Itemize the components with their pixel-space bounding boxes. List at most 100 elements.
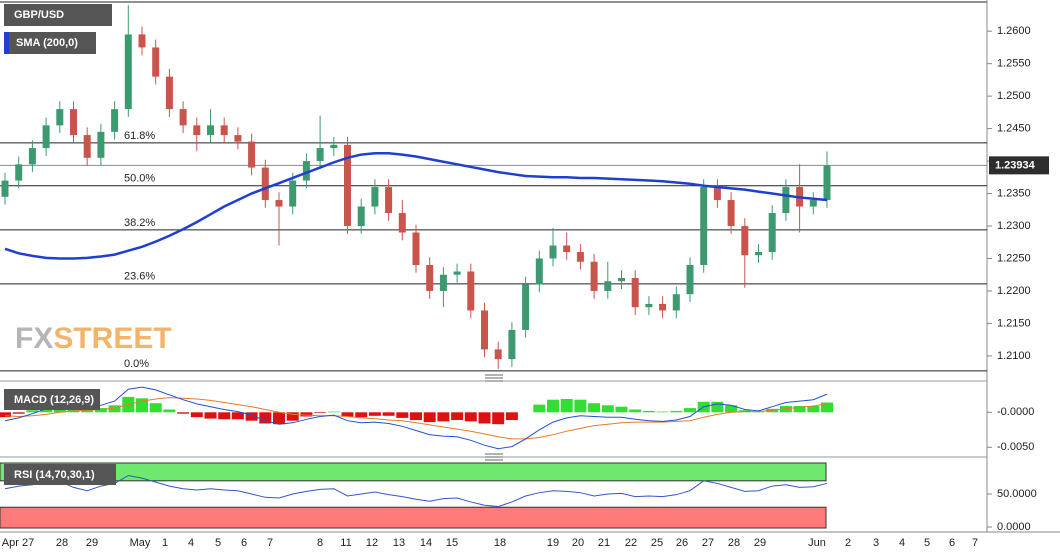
- histogram-bar: [670, 410, 683, 413]
- candle-body: [179, 109, 187, 126]
- x-tick-label: 26: [676, 537, 688, 549]
- histogram-bar: [588, 403, 601, 413]
- candle-body: [782, 187, 790, 214]
- rsi-box[interactable]: [4, 464, 116, 485]
- x-tick-label: 14: [420, 537, 432, 549]
- histogram-bar: [656, 411, 669, 413]
- candle-body: [823, 165, 831, 201]
- macd-box[interactable]: [4, 389, 100, 410]
- x-tick-label: 3: [873, 537, 879, 549]
- candle-body: [344, 144, 351, 227]
- candle-body: [508, 329, 516, 360]
- histogram-bar: [642, 410, 655, 413]
- candle-body: [1, 180, 9, 197]
- histogram-bar: [245, 412, 258, 421]
- x-tick-label: Apr 27: [2, 537, 34, 549]
- x-tick-label: 5: [924, 537, 930, 549]
- histogram-bar: [382, 412, 395, 416]
- x-tick-label: 13: [393, 537, 405, 549]
- candle-body: [809, 200, 817, 207]
- candle-body: [261, 167, 269, 201]
- histogram-bar: [149, 403, 162, 413]
- candle-body: [275, 200, 283, 207]
- y-tick-label: 1.2550: [997, 58, 1031, 70]
- histogram-bar: [231, 412, 244, 420]
- sma-label: SMA (200,0): [16, 37, 78, 49]
- rsi-line: [4, 474, 828, 508]
- candle-body: [165, 76, 173, 110]
- candle-body: [426, 264, 434, 291]
- candle-body: [234, 135, 242, 142]
- histogram-bar: [163, 409, 176, 413]
- macd-label: MACD (12,26,9): [14, 394, 94, 406]
- candle-body: [590, 261, 598, 291]
- x-tick-label: 21: [598, 537, 610, 549]
- histogram-bar: [177, 412, 190, 414]
- histogram-bar: [355, 412, 368, 418]
- candle-body: [727, 200, 735, 227]
- y-tick-label: 50.0000: [997, 488, 1037, 500]
- histogram-bar: [410, 412, 422, 420]
- candle-body: [439, 274, 447, 291]
- histogram-bar: [190, 412, 203, 418]
- candle-body: [15, 164, 23, 181]
- overbought-zone: [0, 462, 827, 482]
- histogram-bar: [26, 410, 39, 413]
- candle-body: [42, 125, 50, 149]
- x-tick-label: 7: [267, 537, 273, 549]
- symbol-box[interactable]: [4, 4, 112, 26]
- histogram-bar: [547, 399, 559, 413]
- candle-body: [768, 213, 776, 252]
- candle-body: [631, 277, 639, 308]
- y-tick-label: 1.2600: [997, 25, 1031, 37]
- y-tick-label: 1.2350: [997, 187, 1031, 199]
- sma-box[interactable]: [4, 32, 96, 54]
- histogram-bar: [560, 399, 573, 413]
- candle-body: [138, 34, 146, 48]
- x-tick-label: 22: [625, 537, 637, 549]
- sma-line: [4, 152, 828, 260]
- candle-body: [576, 252, 584, 262]
- histogram-bar: [423, 412, 436, 423]
- histogram-bar: [12, 412, 25, 414]
- candle-body: [248, 141, 256, 168]
- histogram-bar: [725, 405, 738, 413]
- candle-body: [193, 125, 201, 136]
- histogram-bar: [629, 409, 642, 413]
- x-tick-label: 5: [215, 537, 221, 549]
- fib-label: 0.0%: [124, 358, 149, 370]
- candle-body: [56, 109, 64, 126]
- candle-body: [70, 109, 77, 136]
- x-tick-label: May: [130, 537, 151, 549]
- candle-body: [207, 125, 214, 136]
- candle-body: [330, 144, 338, 149]
- last-price-label: 1.23934: [995, 159, 1036, 171]
- sma-swatch: [4, 32, 9, 54]
- candle-body: [83, 135, 91, 158]
- x-tick-label: 6: [241, 537, 247, 549]
- watermark-street: STREET: [53, 322, 171, 355]
- candle-body: [371, 187, 379, 207]
- candle-body: [618, 277, 625, 282]
- x-tick-label: 12: [366, 537, 378, 549]
- candle-body: [28, 148, 36, 165]
- x-tick-label: 8: [317, 537, 323, 549]
- candle-body: [549, 245, 557, 259]
- histogram-bar: [286, 412, 299, 421]
- drag-handle[interactable]: [485, 453, 503, 461]
- x-tick-label: 7: [972, 537, 978, 549]
- candle-body: [152, 47, 160, 77]
- oversold-zone: [0, 506, 827, 529]
- x-tick-label: 29: [86, 537, 98, 549]
- x-tick-label: 2: [845, 537, 851, 549]
- y-tick-label: 1.2500: [997, 90, 1031, 102]
- fib-label: 50.0%: [124, 173, 155, 185]
- last-price-tag: [989, 156, 1049, 175]
- x-tick-label: 29: [754, 537, 766, 549]
- candle-body: [755, 252, 762, 256]
- histogram-bar: [478, 412, 491, 424]
- histogram-bar: [204, 412, 217, 419]
- drag-handle[interactable]: [485, 374, 503, 382]
- candle-body: [494, 349, 502, 360]
- candle-body: [97, 131, 105, 158]
